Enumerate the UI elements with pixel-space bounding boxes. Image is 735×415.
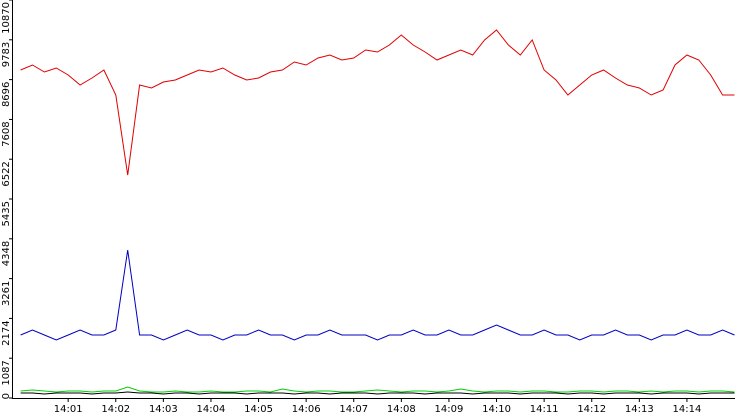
y-tick-label: 10870	[1, 2, 12, 34]
x-tick-label: 14:11	[530, 404, 559, 415]
y-tick-label: 2174	[1, 320, 12, 345]
y-tick-label: 9783	[1, 42, 12, 67]
x-tick-label: 14:12	[577, 404, 606, 415]
x-tick-label: 14:06	[292, 404, 321, 415]
x-tick-label: 14:13	[625, 404, 654, 415]
x-tick-label: 14:02	[101, 404, 130, 415]
series-line	[20, 386, 735, 393]
x-tick-label: 14:14	[673, 404, 702, 415]
y-tick-label: 4348	[1, 241, 12, 266]
x-tick-label: 14:08	[387, 404, 416, 415]
y-tick-label: 5435	[1, 201, 12, 226]
y-tick-label: 7608	[1, 121, 12, 146]
x-tick-label: 14:10	[482, 404, 511, 415]
y-tick-label: 8696	[1, 82, 12, 107]
x-tick-label: 14:09	[435, 404, 464, 415]
y-tick-label: 1087	[1, 360, 12, 385]
series-line	[20, 391, 735, 395]
x-tick-label: 14:03	[149, 404, 178, 415]
series-line	[20, 29, 735, 176]
x-tick-label: 14:07	[339, 404, 368, 415]
x-tick-label: 14:05	[244, 404, 273, 415]
y-tick-label: 6522	[1, 161, 12, 186]
x-tick-label: 14:01	[54, 404, 83, 415]
series-line	[20, 250, 735, 341]
x-tick-label: 14:04	[197, 404, 226, 415]
y-tick-label: 3261	[1, 281, 12, 306]
y-tick-label: 0	[1, 393, 12, 399]
